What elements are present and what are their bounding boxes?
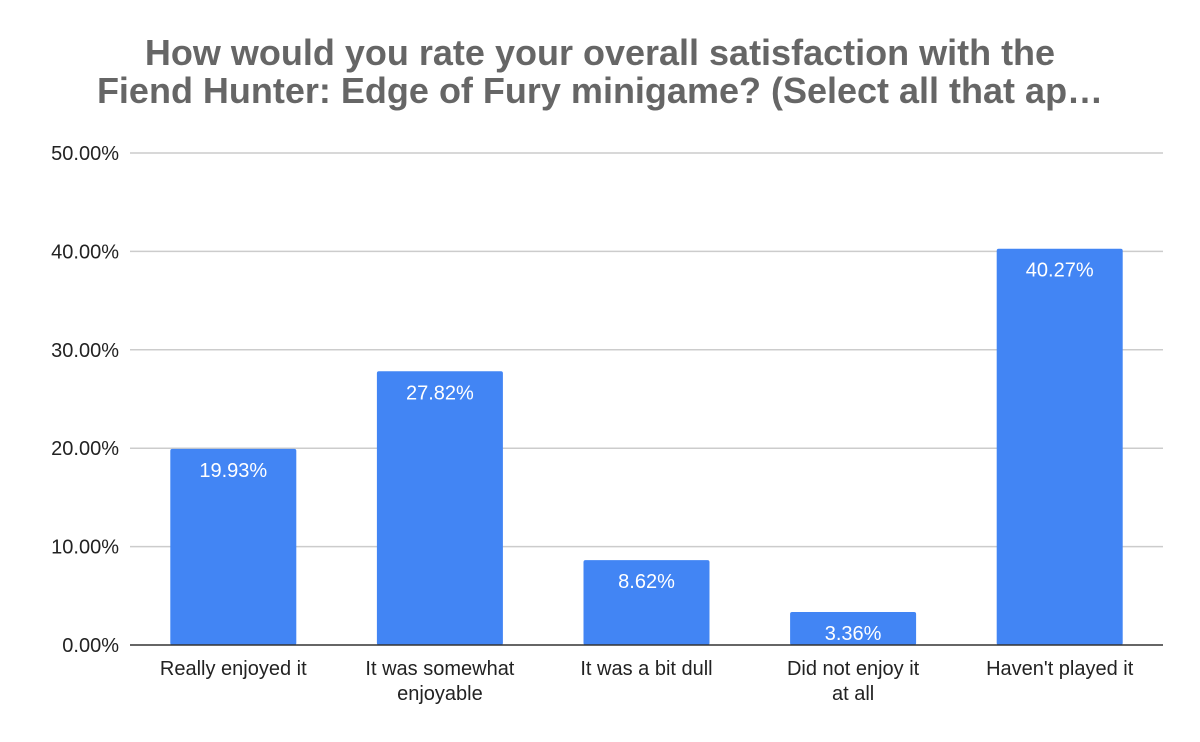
data-label: 40.27% <box>1026 260 1094 282</box>
category-label: Did not enjoy it <box>787 658 920 680</box>
y-tick-label: 30.00% <box>51 340 119 362</box>
category-label: It was a bit dull <box>580 658 712 680</box>
chart-title-line-1: How would you rate your overall satisfac… <box>144 32 1056 73</box>
bar <box>583 560 710 645</box>
data-label: 8.62% <box>618 571 675 593</box>
y-tick-label: 50.00% <box>51 143 119 165</box>
x-axis-category-labels: Really enjoyed it It was somewhat enjoyabl… <box>160 658 1134 705</box>
data-label: 27.82% <box>406 382 474 404</box>
chart-title: How would you rate your overall satisfac… <box>0 34 1200 110</box>
category-label: Haven't played it <box>986 658 1134 680</box>
y-tick-label: 10.00% <box>51 537 119 559</box>
category-label: enjoyable <box>397 683 483 705</box>
y-tick-label: 20.00% <box>51 438 119 460</box>
data-label: 3.36% <box>825 623 882 645</box>
bar <box>376 371 503 645</box>
y-axis-tick-labels: 0.00% 10.00% 20.00% 30.00% 40.00% 50.00% <box>51 143 119 657</box>
category-label: It was somewhat <box>365 658 514 680</box>
gridlines <box>130 152 1163 548</box>
category-label: Really enjoyed it <box>160 658 307 680</box>
bars <box>170 248 1123 645</box>
bar <box>996 248 1123 645</box>
bar <box>170 448 297 645</box>
y-tick-label: 40.00% <box>51 241 119 263</box>
data-labels: 19.93% 27.82% 8.62% 3.36% 40.27% <box>199 260 1093 645</box>
y-tick-label: 0.00% <box>62 635 119 657</box>
category-label: at all <box>832 683 874 705</box>
data-label: 19.93% <box>199 460 267 482</box>
chart-title-line-2: Fiend Hunter: Edge of Fury minigame? (Se… <box>96 70 1104 111</box>
bar <box>790 611 917 645</box>
